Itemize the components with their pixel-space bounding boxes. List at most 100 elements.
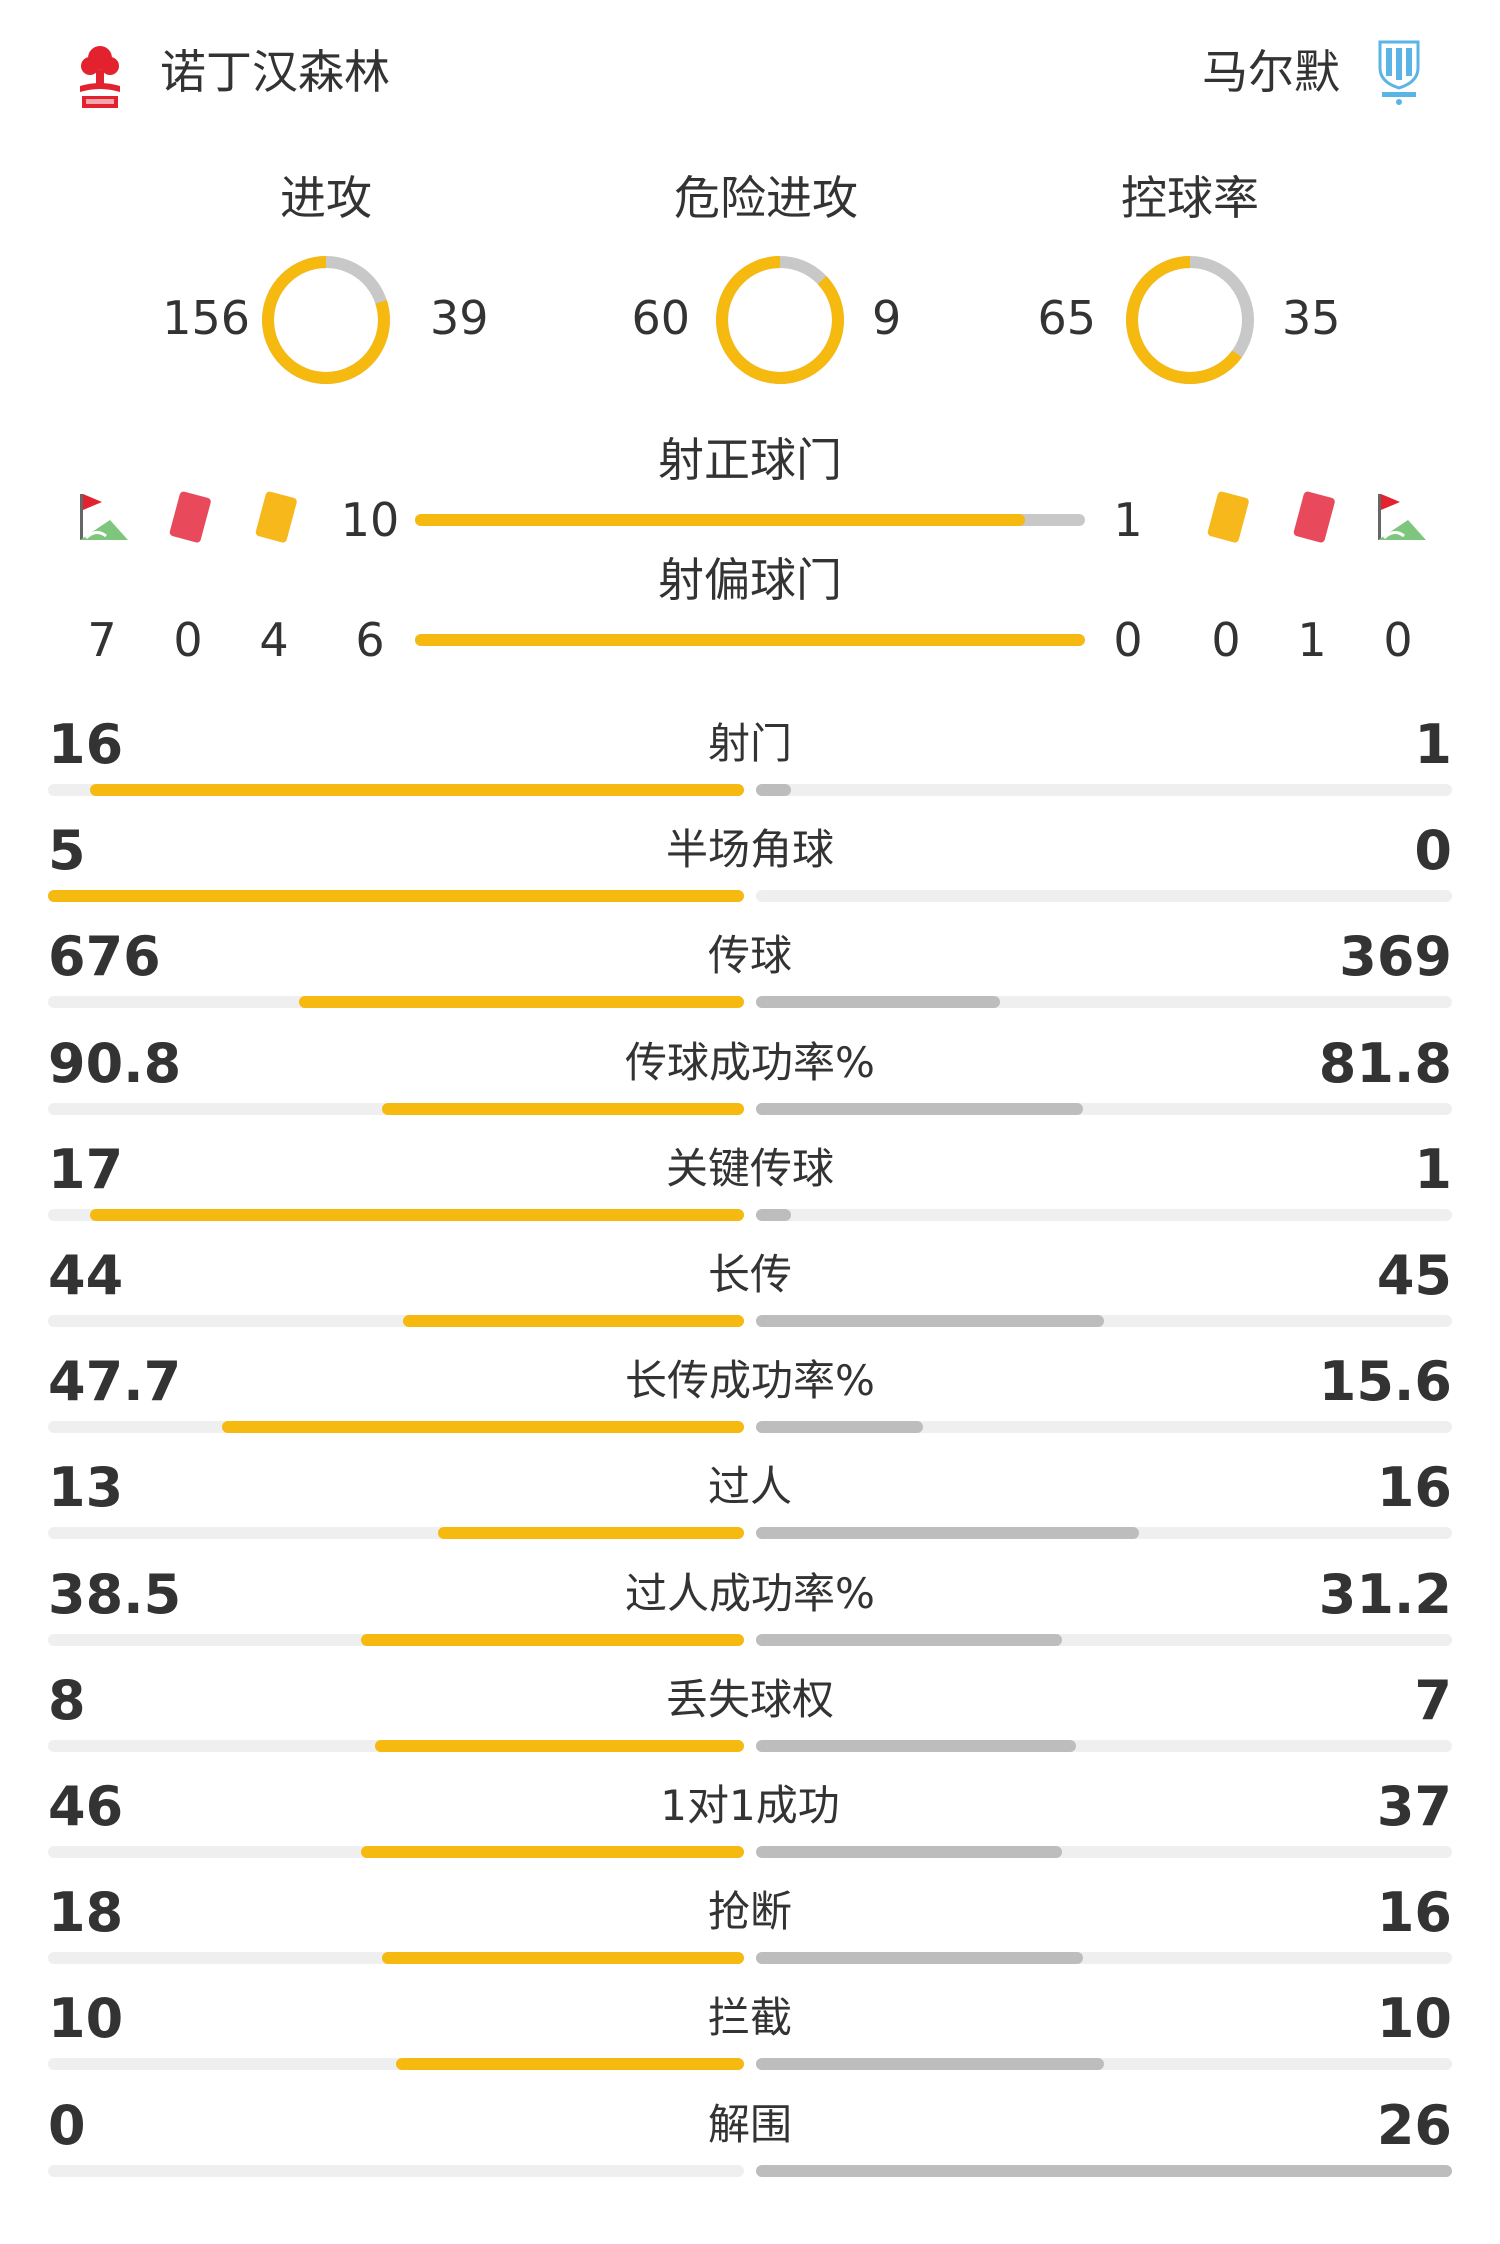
stat-away-value: 16 bbox=[1376, 1881, 1452, 1945]
shots-off-bar bbox=[415, 634, 1085, 646]
stat-home-bar bbox=[382, 1102, 744, 1115]
home-team-name[interactable]: 诺丁汉森林 bbox=[160, 45, 390, 99]
stat-row: 47.7 长传成功率% 15.6 bbox=[48, 1347, 1452, 1453]
yellow-card-icon bbox=[255, 491, 297, 543]
stat-away-value: 1 bbox=[1414, 1137, 1452, 1201]
away-corners-count: 0 bbox=[1383, 613, 1413, 667]
donut-chart-dangerous-attack bbox=[716, 256, 844, 384]
shots-off-title: 射偏球门 bbox=[658, 553, 842, 607]
stat-label: 传球成功率% bbox=[625, 1037, 875, 1087]
stat-row: 8 丢失球权 7 bbox=[48, 1666, 1452, 1772]
stat-away-bar bbox=[756, 1527, 1139, 1540]
donut-title-possession: 控球率 bbox=[1121, 171, 1259, 225]
shots-off-bar-fill bbox=[415, 634, 1085, 646]
donut-away-dangerous-attack: 9 bbox=[872, 291, 902, 345]
stat-away-value: 16 bbox=[1376, 1456, 1452, 1520]
stat-row: 0 解围 26 bbox=[48, 2091, 1452, 2197]
stat-away-bar bbox=[756, 1315, 1104, 1327]
stat-label: 半场角球 bbox=[665, 825, 834, 875]
shots-on-bar-fill bbox=[415, 514, 1025, 526]
shots-on-title: 射正球门 bbox=[658, 433, 842, 487]
stat-away-bar bbox=[756, 1633, 1062, 1646]
stat-home-value: 5 bbox=[48, 819, 86, 883]
stat-row: 676 传球 369 bbox=[48, 922, 1452, 1028]
stat-row: 16 射门 1 bbox=[48, 710, 1452, 816]
donut-title-attack: 进攻 bbox=[280, 171, 372, 225]
stat-away-track bbox=[756, 1421, 1452, 1434]
stat-row: 10 拦截 10 bbox=[48, 1984, 1452, 2090]
yellow-card-icon bbox=[1207, 491, 1249, 543]
stat-home-value: 16 bbox=[48, 713, 124, 776]
stat-label: 1对1成功 bbox=[660, 1781, 840, 1830]
stat-away-bar bbox=[756, 1421, 923, 1434]
stat-home-bar bbox=[438, 1527, 744, 1540]
stat-home-value: 90.8 bbox=[48, 1031, 182, 1095]
stat-label: 长传 bbox=[707, 1250, 792, 1299]
stat-away-bar bbox=[756, 2164, 1452, 2177]
home-yellow-count: 4 bbox=[259, 613, 289, 667]
shots-off-home: 6 bbox=[355, 613, 385, 667]
stat-home-track bbox=[48, 2164, 744, 2177]
stat-away-value: 15.6 bbox=[1318, 1350, 1452, 1414]
stat-row: 5 半场角球 0 bbox=[48, 816, 1452, 922]
donut-arc-possession bbox=[1126, 256, 1254, 384]
stat-away-bar bbox=[756, 1952, 1083, 1965]
stat-row: 18 抢断 16 bbox=[48, 1878, 1452, 1984]
red-card-icon bbox=[1293, 491, 1335, 543]
stat-home-value: 10 bbox=[48, 1987, 124, 2051]
away-team-name[interactable]: 马尔默 bbox=[1202, 45, 1340, 99]
stat-row: 44 长传 45 bbox=[48, 1241, 1452, 1347]
stat-away-value: 31.2 bbox=[1318, 1562, 1452, 1626]
stat-away-value: 10 bbox=[1376, 1987, 1452, 2051]
stat-label: 关键传球 bbox=[665, 1143, 834, 1193]
stat-away-track bbox=[756, 890, 1452, 903]
stat-away-value: 26 bbox=[1376, 2093, 1452, 2157]
stat-away-bar bbox=[756, 2058, 1104, 2071]
stat-row: 17 关键传球 1 bbox=[48, 1135, 1452, 1241]
shots-on-bar bbox=[415, 514, 1085, 526]
stat-home-bar bbox=[299, 996, 744, 1009]
stat-away-value: 0 bbox=[1414, 819, 1452, 883]
stat-label: 射门 bbox=[707, 719, 792, 768]
stat-away-bar bbox=[756, 1208, 791, 1221]
nottingham-forest-logo-icon bbox=[80, 46, 120, 108]
shots-on-home: 10 bbox=[340, 493, 400, 547]
stat-away-value: 45 bbox=[1376, 1244, 1452, 1307]
stat-home-bar bbox=[375, 1739, 744, 1752]
stat-away-track bbox=[756, 1208, 1452, 1221]
stat-home-value: 38.5 bbox=[48, 1562, 182, 1626]
stat-home-bar bbox=[90, 1208, 744, 1221]
stat-row: 90.8 传球成功率% 81.8 bbox=[48, 1029, 1452, 1135]
stat-home-bar bbox=[396, 2058, 744, 2071]
stat-home-bar bbox=[48, 890, 744, 903]
stat-away-bar bbox=[756, 784, 791, 796]
donut-away-possession: 35 bbox=[1282, 291, 1341, 345]
donut-arc-attack bbox=[262, 256, 390, 384]
stat-row: 46 1对1成功 37 bbox=[48, 1772, 1452, 1878]
stat-home-bar bbox=[403, 1315, 744, 1327]
donut-chart-attack bbox=[262, 256, 390, 384]
donut-home-attack: 156 bbox=[162, 291, 250, 345]
stat-label: 传球 bbox=[707, 931, 792, 981]
stat-row: 38.5 过人成功率% 31.2 bbox=[48, 1560, 1452, 1666]
corner-flag-icon bbox=[80, 494, 128, 540]
stat-away-value: 369 bbox=[1339, 925, 1452, 989]
stat-label: 过人成功率% bbox=[625, 1568, 875, 1618]
stat-label: 过人 bbox=[707, 1462, 792, 1512]
stat-label: 丢失球权 bbox=[665, 1674, 834, 1724]
stat-row: 13 过人 16 bbox=[48, 1453, 1452, 1559]
stat-home-bar bbox=[361, 1846, 744, 1858]
donut-home-dangerous-attack: 60 bbox=[631, 291, 690, 345]
stat-away-value: 37 bbox=[1376, 1775, 1452, 1838]
stat-away-bar bbox=[756, 1739, 1076, 1752]
donut-chart-possession bbox=[1126, 256, 1254, 384]
stat-away-bar bbox=[756, 1102, 1083, 1115]
shots-on-away: 1 bbox=[1113, 493, 1143, 547]
stat-home-bar bbox=[382, 1952, 744, 1965]
stat-label: 拦截 bbox=[707, 1993, 792, 2043]
home-red-count: 0 bbox=[173, 613, 203, 667]
donut-home-possession: 65 bbox=[1037, 291, 1096, 345]
stat-label: 抢断 bbox=[707, 1887, 792, 1937]
stat-home-value: 0 bbox=[48, 2093, 86, 2157]
stat-away-value: 81.8 bbox=[1318, 1031, 1452, 1095]
